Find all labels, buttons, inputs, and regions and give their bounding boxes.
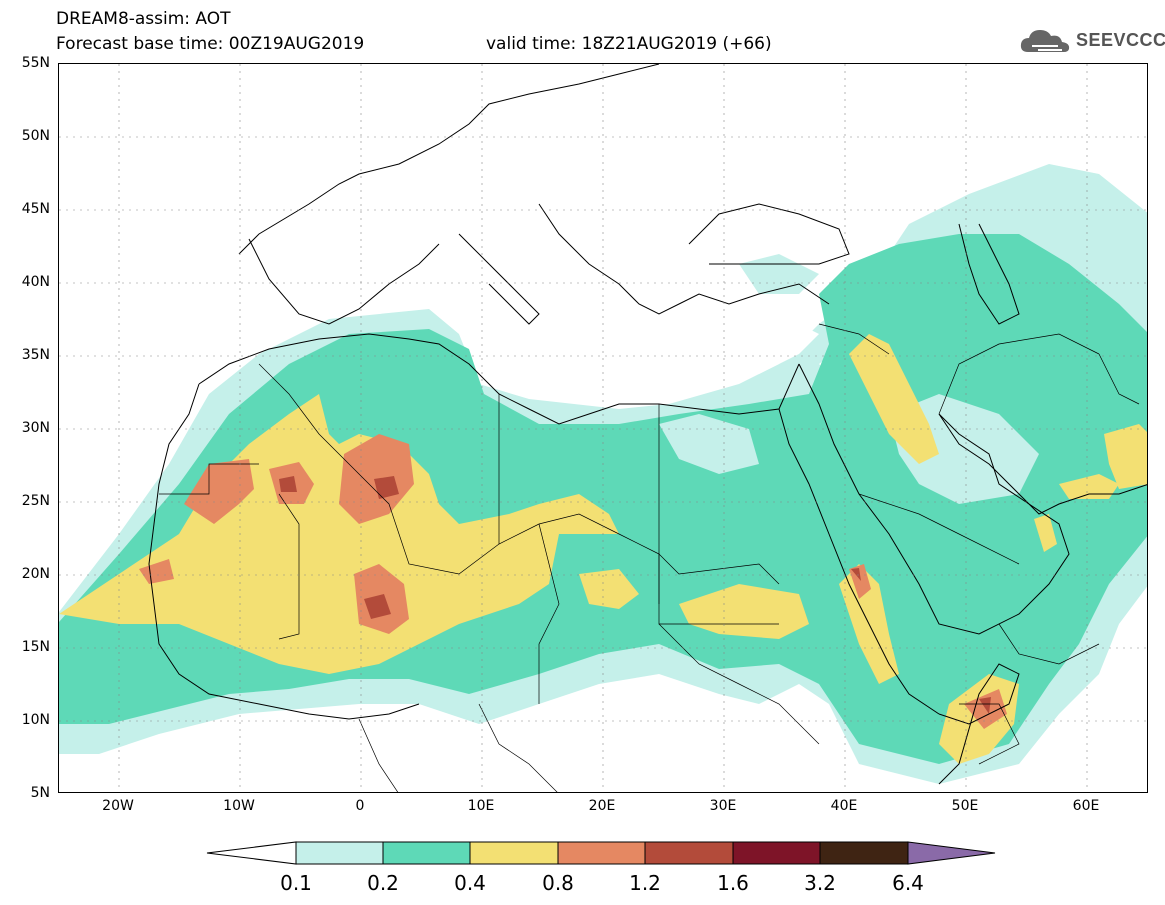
coast-persian-gulf: [938, 413, 1147, 515]
aot-0.8-mauritania: [184, 459, 254, 524]
map-title: DREAM8-assim: AOT: [56, 9, 231, 29]
coastlines: [148, 64, 1147, 785]
colorbar-bin-1.6: [732, 841, 821, 865]
lat-label-10n: 10N: [21, 712, 50, 728]
aot-field-1.2: [279, 476, 991, 714]
lon-label-40e: 40E: [830, 798, 858, 814]
colorbar-bin-0.1: [295, 841, 384, 865]
valid-time: valid time: 18Z21AUG2019 (+66): [486, 34, 772, 54]
lon-label-0: 0: [355, 798, 365, 814]
aot-0.4-iran: [1059, 474, 1119, 499]
colorbar-label-0.4: 0.4: [454, 871, 486, 895]
coast-balkans: [538, 203, 830, 315]
coast-iberia: [248, 238, 440, 325]
lon-label-60e: 60E: [1072, 798, 1100, 814]
aot-0.4-oman: [1034, 514, 1057, 552]
aot-1.2-somalia: [979, 697, 991, 714]
aot-0.4-chad: [509, 494, 619, 534]
lon-label-30e: 30E: [709, 798, 737, 814]
lat-label-5n: 5N: [30, 785, 50, 801]
seevccc-logo: SEEVCCC: [1018, 26, 1165, 56]
colorbar-label-1.6: 1.6: [717, 871, 749, 895]
country-borders: [159, 323, 1140, 792]
aot-1.2-niger: [364, 594, 391, 619]
coast-caspian: [958, 223, 1020, 325]
lon-label-50e: 50E: [951, 798, 979, 814]
colorbar-label-0.8: 0.8: [542, 871, 574, 895]
coast-red-sea: [778, 408, 940, 715]
lon-label-20e: 20E: [588, 798, 616, 814]
aot-0.1-sea-gap: [479, 294, 819, 394]
coast-w-africa: [148, 383, 420, 720]
aot-0.8-senegal: [139, 559, 174, 584]
aot-0.4-west-sahara: [59, 394, 559, 674]
colorbar-bin-0.8: [557, 841, 646, 865]
colorbar-label-1.2: 1.2: [629, 871, 661, 895]
colorbar-under-arrow: [206, 841, 297, 865]
lat-label-50n: 50N: [21, 128, 50, 144]
lon-label-20w: 20W: [102, 798, 134, 814]
colorbar-label-0.1: 0.1: [280, 871, 312, 895]
aot-0.4-libya-egypt: [579, 569, 639, 609]
colorbar-bin-0.2: [382, 841, 471, 865]
cloud-icon: [1020, 30, 1070, 52]
logo-text: SEEVCCC: [1076, 30, 1165, 50]
colorbar-bin-3.2: [819, 841, 909, 865]
lon-label-10w: 10W: [223, 798, 255, 814]
coast-arabia: [798, 363, 1070, 635]
lat-label-40n: 40N: [21, 274, 50, 290]
coast-black-sea: [688, 203, 850, 265]
lat-label-25n: 25N: [21, 493, 50, 509]
aot-0.2-gap-turkey: [739, 254, 819, 294]
lat-label-55n: 55N: [21, 55, 50, 71]
colorbar-label-3.2: 3.2: [804, 871, 836, 895]
aot-colorbar: [206, 841, 996, 865]
forecast-base-time: Forecast base time: 00Z19AUG2019: [56, 34, 365, 54]
colorbar-label-0.2: 0.2: [367, 871, 399, 895]
coast-n-africa: [198, 333, 800, 425]
aot-1.2-algeria: [374, 476, 399, 499]
map-panel: [58, 63, 1148, 793]
coast-horn: [938, 663, 1020, 785]
lat-label-35n: 35N: [21, 347, 50, 363]
aot-1.2-mali: [279, 476, 297, 492]
lon-label-10e: 10E: [467, 798, 495, 814]
lat-label-20n: 20N: [21, 566, 50, 582]
aot-0.8-somalia: [964, 689, 1007, 729]
aot-0.4-sudan: [679, 584, 809, 639]
aot-map: [59, 64, 1147, 792]
lat-label-45n: 45N: [21, 201, 50, 217]
coast-europe: [238, 64, 660, 255]
colorbar-over-arrow: [907, 841, 996, 865]
colorbar-bin-0.4: [469, 841, 559, 865]
aot-1.2-yemen: [851, 568, 861, 581]
coast-italy: [458, 233, 540, 325]
aot-0.4-iraq: [849, 334, 939, 464]
gridlines: [59, 64, 1147, 792]
lat-label-15n: 15N: [21, 639, 50, 655]
lat-label-30n: 30N: [21, 420, 50, 436]
colorbar-label-6.4: 6.4: [892, 871, 924, 895]
aot-0.4-pakistan: [1104, 424, 1147, 489]
colorbar-bin-1.2: [644, 841, 734, 865]
